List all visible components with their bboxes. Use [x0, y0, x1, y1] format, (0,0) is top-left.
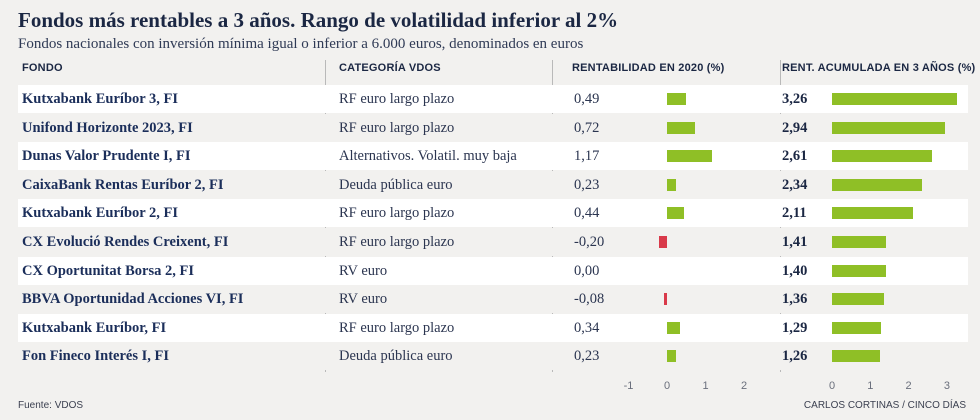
return-3y-value: 1,29 — [782, 319, 808, 336]
axis-2020-tick-label: -1 — [623, 380, 634, 392]
bar-return-3y — [832, 264, 886, 277]
axis-3y-tick-label: 0 — [828, 380, 836, 392]
table-row: CX Evolució Rendes Creixent, FI RF euro l… — [18, 228, 968, 256]
bar-return-2020 — [667, 178, 676, 191]
header-category: CATEGORÍA VDOS — [339, 62, 441, 74]
chart-subtitle: Fondos nacionales con inversión mínima i… — [18, 36, 584, 52]
fund-category: Deuda pública euro — [339, 348, 453, 365]
return-3y-value: 1,36 — [782, 291, 808, 308]
bar-return-2020 — [667, 321, 681, 334]
table-row: Kutxabank Euríbor, FI RF euro largo plazo… — [18, 313, 968, 342]
bar-return-2020 — [667, 93, 686, 105]
return-3y-value: 2,94 — [782, 119, 808, 136]
table-row: Dunas Valor Prudente I, FI Alternativos. … — [18, 142, 968, 171]
axis-3y-tick-label: 2 — [905, 380, 912, 392]
return-3y-value: 1,26 — [782, 348, 808, 365]
fund-name: Kutxabank Euríbor 3, FI — [22, 91, 179, 107]
table-row: BBVA Oportunidad Acciones VI, FI RV euro -… — [18, 285, 968, 314]
axis-2020-tick-label: 2 — [740, 380, 748, 392]
bar-return-3y — [832, 93, 957, 105]
fund-name: CX Evolució Rendes Creixent, FI — [22, 234, 229, 250]
bar-return-3y — [832, 321, 882, 334]
return-2020-value: 0,72 — [574, 119, 600, 136]
source-note: Fuente: VDOS — [18, 400, 84, 411]
table-row: Kutxabank Euríbor 3, FI RF euro largo pla… — [18, 85, 968, 113]
bar-return-3y — [832, 178, 922, 191]
bar-return-2020 — [667, 150, 713, 163]
header-fund: FONDO — [22, 62, 63, 74]
credit-note: CARLOS CORTINAS / CINCO DÍAS — [803, 400, 966, 411]
bar-return-3y — [832, 207, 913, 220]
fund-category: RV euro — [339, 291, 388, 308]
fund-category: RF euro largo plazo — [339, 319, 455, 336]
bar-return-2020 — [659, 236, 667, 248]
bar-return-3y — [832, 350, 881, 363]
return-3y-value: 2,34 — [782, 176, 808, 193]
return-2020-value: 0,44 — [574, 205, 600, 222]
bar-return-2020 — [667, 121, 695, 134]
fund-category: Deuda pública euro — [339, 176, 453, 193]
return-3y-value: 1,40 — [782, 262, 808, 279]
bar-return-2020 — [667, 207, 684, 220]
return-2020-value: 0,49 — [574, 91, 600, 107]
header-return-3y: RENT. ACUMULADA EN 3 AÑOS (%) — [782, 62, 976, 74]
chart-title: Fondos más rentables a 3 años. Rango de … — [18, 8, 619, 32]
axis-3y-tick-label: 1 — [867, 380, 874, 392]
return-2020-value: -0,08 — [574, 291, 605, 308]
fund-category: RV euro — [339, 262, 388, 279]
fund-name: CaixaBank Rentas Euríbor 2, FI — [22, 176, 224, 193]
table-row: Fon Fineco Interés I, FI Deuda pública eu… — [18, 342, 968, 371]
return-2020-value: 0,00 — [574, 262, 600, 279]
table-row: CaixaBank Rentas Euríbor 2, FI Deuda públ… — [18, 170, 968, 199]
fund-name: Unifond Horizonte 2023, FI — [22, 119, 193, 136]
return-2020-value: 1,17 — [574, 148, 600, 165]
table-row: CX Oportunitat Borsa 2, FI RV euro 0,00 1,4… — [18, 256, 968, 285]
axis-2020-tick-label: 1 — [702, 380, 709, 392]
bar-return-3y — [832, 150, 932, 163]
bar-return-2020 — [667, 350, 676, 363]
return-3y-value: 2,61 — [782, 148, 808, 165]
return-2020-value: 0,23 — [574, 348, 600, 365]
return-2020-value: 0,34 — [574, 319, 600, 336]
bar-return-3y — [832, 293, 885, 306]
axis-2020-tick-label: 0 — [663, 380, 671, 392]
fund-name: Fon Fineco Interés I, FI — [22, 348, 169, 365]
bar-return-3y — [832, 121, 945, 134]
fund-name: Dunas Valor Prudente I, FI — [22, 148, 191, 165]
return-2020-value: -0,20 — [574, 234, 605, 250]
fund-name: BBVA Oportunidad Acciones VI, FI — [22, 291, 244, 308]
bar-return-3y — [832, 236, 886, 248]
fund-name: Kutxabank Euríbor, FI — [22, 319, 167, 336]
fund-category: RF euro largo plazo — [339, 91, 455, 107]
table-row: Unifond Horizonte 2023, FI RF euro largo … — [18, 113, 968, 142]
fund-category: RF euro largo plazo — [339, 205, 455, 222]
return-3y-value: 1,41 — [782, 234, 808, 250]
fund-name: CX Oportunitat Borsa 2, FI — [22, 262, 194, 279]
return-3y-value: 2,11 — [782, 205, 807, 222]
fund-name: Kutxabank Euríbor 2, FI — [22, 205, 179, 222]
fund-category: Alternativos. Volatil. muy baja — [339, 148, 517, 165]
fund-category: RF euro largo plazo — [339, 234, 455, 250]
axis-3y-tick-label: 3 — [943, 380, 950, 392]
header-return-2020: RENTABILIDAD EN 2020 (%) — [572, 62, 725, 74]
bar-return-2020 — [663, 293, 667, 306]
table-row: Kutxabank Euríbor 2, FI RF euro largo pla… — [18, 199, 968, 228]
fund-category: RF euro largo plazo — [339, 119, 455, 136]
return-2020-value: 0,23 — [574, 176, 600, 193]
return-3y-value: 3,26 — [782, 91, 808, 107]
